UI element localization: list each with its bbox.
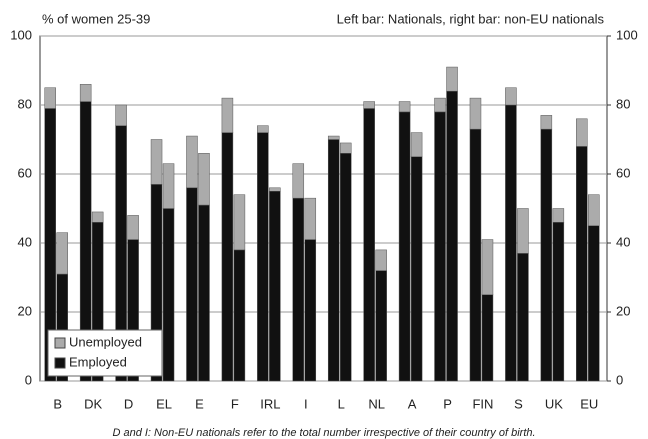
x-tick-label: IRL <box>260 396 280 411</box>
bar-segment <box>257 132 269 382</box>
y-tick-label: 0 <box>25 372 32 387</box>
x-tick-label: L <box>338 396 345 411</box>
bar-segment <box>363 108 375 382</box>
bar-segment <box>186 135 198 189</box>
x-tick-label: E <box>195 396 204 411</box>
x-tick-label: NL <box>368 396 385 411</box>
bar-segment <box>576 118 588 147</box>
bar-segment <box>221 132 234 382</box>
bar-segment <box>552 222 565 382</box>
bar-segment <box>269 187 281 192</box>
bar-segment <box>481 294 494 382</box>
bar-segment <box>44 87 56 109</box>
bar-segment <box>162 208 175 382</box>
y2-tick-label: 0 <box>616 372 623 387</box>
y2-tick-label: 40 <box>616 234 630 249</box>
x-tick-label: D <box>124 396 133 411</box>
bar-segment <box>446 66 458 92</box>
legend-swatch <box>54 357 66 369</box>
bar-segment <box>469 97 482 130</box>
bar-segment <box>398 111 411 382</box>
bar-segment <box>198 153 210 206</box>
y-tick-label: 80 <box>18 96 32 111</box>
bar-segment <box>398 101 411 113</box>
legend-swatch <box>54 337 66 349</box>
bar-segment <box>363 101 375 109</box>
y2-tick-label: 60 <box>616 165 630 180</box>
bar-segment <box>375 249 387 271</box>
legend-label: Unemployed <box>69 334 142 349</box>
bar-segment <box>198 204 210 382</box>
bar-segment <box>410 156 423 382</box>
bar-segment <box>505 104 517 382</box>
bar-segment <box>269 191 281 382</box>
footnote: D and I: Non-EU nationals refer to the t… <box>112 427 535 439</box>
bar-segment <box>446 90 458 382</box>
bar-segment <box>434 111 446 382</box>
bar-segment <box>339 142 352 154</box>
bar-segment <box>56 232 68 275</box>
y2-tick-label: 100 <box>616 27 638 42</box>
x-tick-label: EU <box>580 396 598 411</box>
bar-segment <box>292 197 305 382</box>
bar-segment <box>434 97 446 113</box>
bar-segment <box>150 139 163 185</box>
bar-segment <box>127 215 139 240</box>
bar-segment <box>292 163 305 199</box>
bar-segment <box>339 153 352 382</box>
bar-segment <box>481 239 494 296</box>
x-tick-label: F <box>231 396 239 411</box>
bar-segment <box>304 239 317 382</box>
bar-segment <box>410 132 423 158</box>
bar-segment <box>91 211 104 223</box>
bar-segment <box>540 128 553 382</box>
x-tick-label: B <box>53 396 62 411</box>
bar-segment <box>327 135 340 140</box>
x-tick-label: EL <box>156 396 172 411</box>
x-tick-label: P <box>443 396 452 411</box>
chart-title: % of women 25-39 <box>42 11 150 26</box>
y-tick-label: 100 <box>10 27 32 42</box>
bar-segment <box>327 139 340 382</box>
y-tick-label: 60 <box>18 165 32 180</box>
legend-box <box>47 329 163 377</box>
bar-segment <box>517 208 529 254</box>
x-tick-label: DK <box>84 396 102 411</box>
bar-segment <box>552 208 565 223</box>
bar-segment <box>162 163 175 209</box>
x-tick-label: UK <box>545 396 563 411</box>
bar-segment <box>186 187 198 382</box>
y-tick-label: 40 <box>18 234 32 249</box>
bar-segment <box>588 194 600 226</box>
bar-segment <box>469 128 482 382</box>
bar-segment <box>221 97 234 133</box>
bar-segment <box>375 270 387 382</box>
bar-segment <box>115 104 127 126</box>
bar-segment <box>79 84 92 102</box>
x-tick-label: A <box>408 396 417 411</box>
x-tick-label: FIN <box>472 396 493 411</box>
y2-tick-label: 20 <box>616 303 630 318</box>
bar-segment <box>233 249 246 382</box>
bar-segment <box>505 87 517 106</box>
x-tick-label: S <box>514 396 523 411</box>
bar-segment <box>588 225 600 382</box>
bar-segment <box>304 197 317 240</box>
bar-segment <box>233 194 246 251</box>
bar-segment <box>540 115 553 130</box>
bar-segment <box>257 125 269 133</box>
bar-segment <box>576 146 588 382</box>
y2-tick-label: 80 <box>616 96 630 111</box>
x-tick-label: I <box>304 396 308 411</box>
bar-segment <box>517 253 529 382</box>
legend-label: Employed <box>69 354 127 369</box>
y-tick-label: 20 <box>18 303 32 318</box>
chart-subtitle: Left bar: Nationals, right bar: non-EU n… <box>337 11 605 26</box>
